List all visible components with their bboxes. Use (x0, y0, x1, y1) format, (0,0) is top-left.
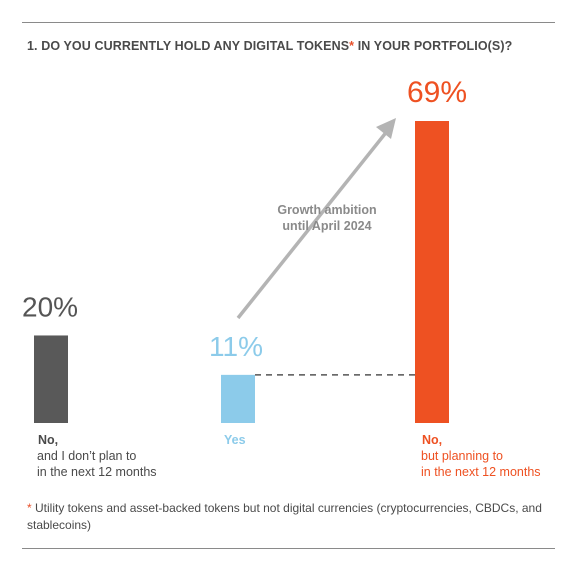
growth-annotation: Growth ambition until April 2024 (277, 203, 376, 233)
bar-1 (34, 335, 68, 423)
bottom-divider (22, 548, 555, 549)
category-label-line: but planning to (421, 449, 503, 463)
title-asterisk: * (349, 39, 355, 53)
category-label-line: Yes (224, 433, 246, 447)
footnote-text: Utility tokens and asset-backed tokens b… (27, 501, 542, 532)
growth-arrow-line (236, 128, 390, 320)
annotation-line: until April 2024 (282, 219, 371, 233)
bar-3 (415, 121, 449, 423)
category-label-line: in the next 12 months (37, 465, 157, 479)
category-label-line: No, (38, 433, 58, 447)
annotation-line: Growth ambition (277, 203, 376, 217)
growth-arrow-head (376, 118, 396, 139)
value-label-3: 69% (407, 76, 467, 109)
chart-title: 1. DO YOU CURRENTLY HOLD ANY DIGITAL TOK… (27, 39, 512, 53)
category-label-line: No, (422, 433, 442, 447)
category-label-line: and I don’t plan to (37, 449, 136, 463)
footnote: * Utility tokens and asset-backed tokens… (27, 500, 547, 534)
value-label-2: 11% (209, 331, 263, 362)
top-divider (22, 22, 555, 23)
category-label-line: in the next 12 months (421, 465, 541, 479)
value-label-1: 20% (22, 291, 78, 322)
title-text-end: IN YOUR PORTFOLIO(S)? (354, 39, 513, 53)
category-label-3: No, but planning to in the next 12 months (421, 433, 541, 479)
category-label-1: No, and I don’t plan to in the next 12 mon… (37, 433, 157, 479)
title-text: 1. DO YOU CURRENTLY HOLD ANY DIGITAL TOK… (27, 39, 350, 53)
bar-2 (221, 374, 255, 423)
bar-chart: Growth ambition until April 2024 20% 11% 69%… (22, 76, 541, 479)
category-label-2: Yes (224, 433, 246, 447)
footnote-asterisk: * (27, 501, 32, 515)
